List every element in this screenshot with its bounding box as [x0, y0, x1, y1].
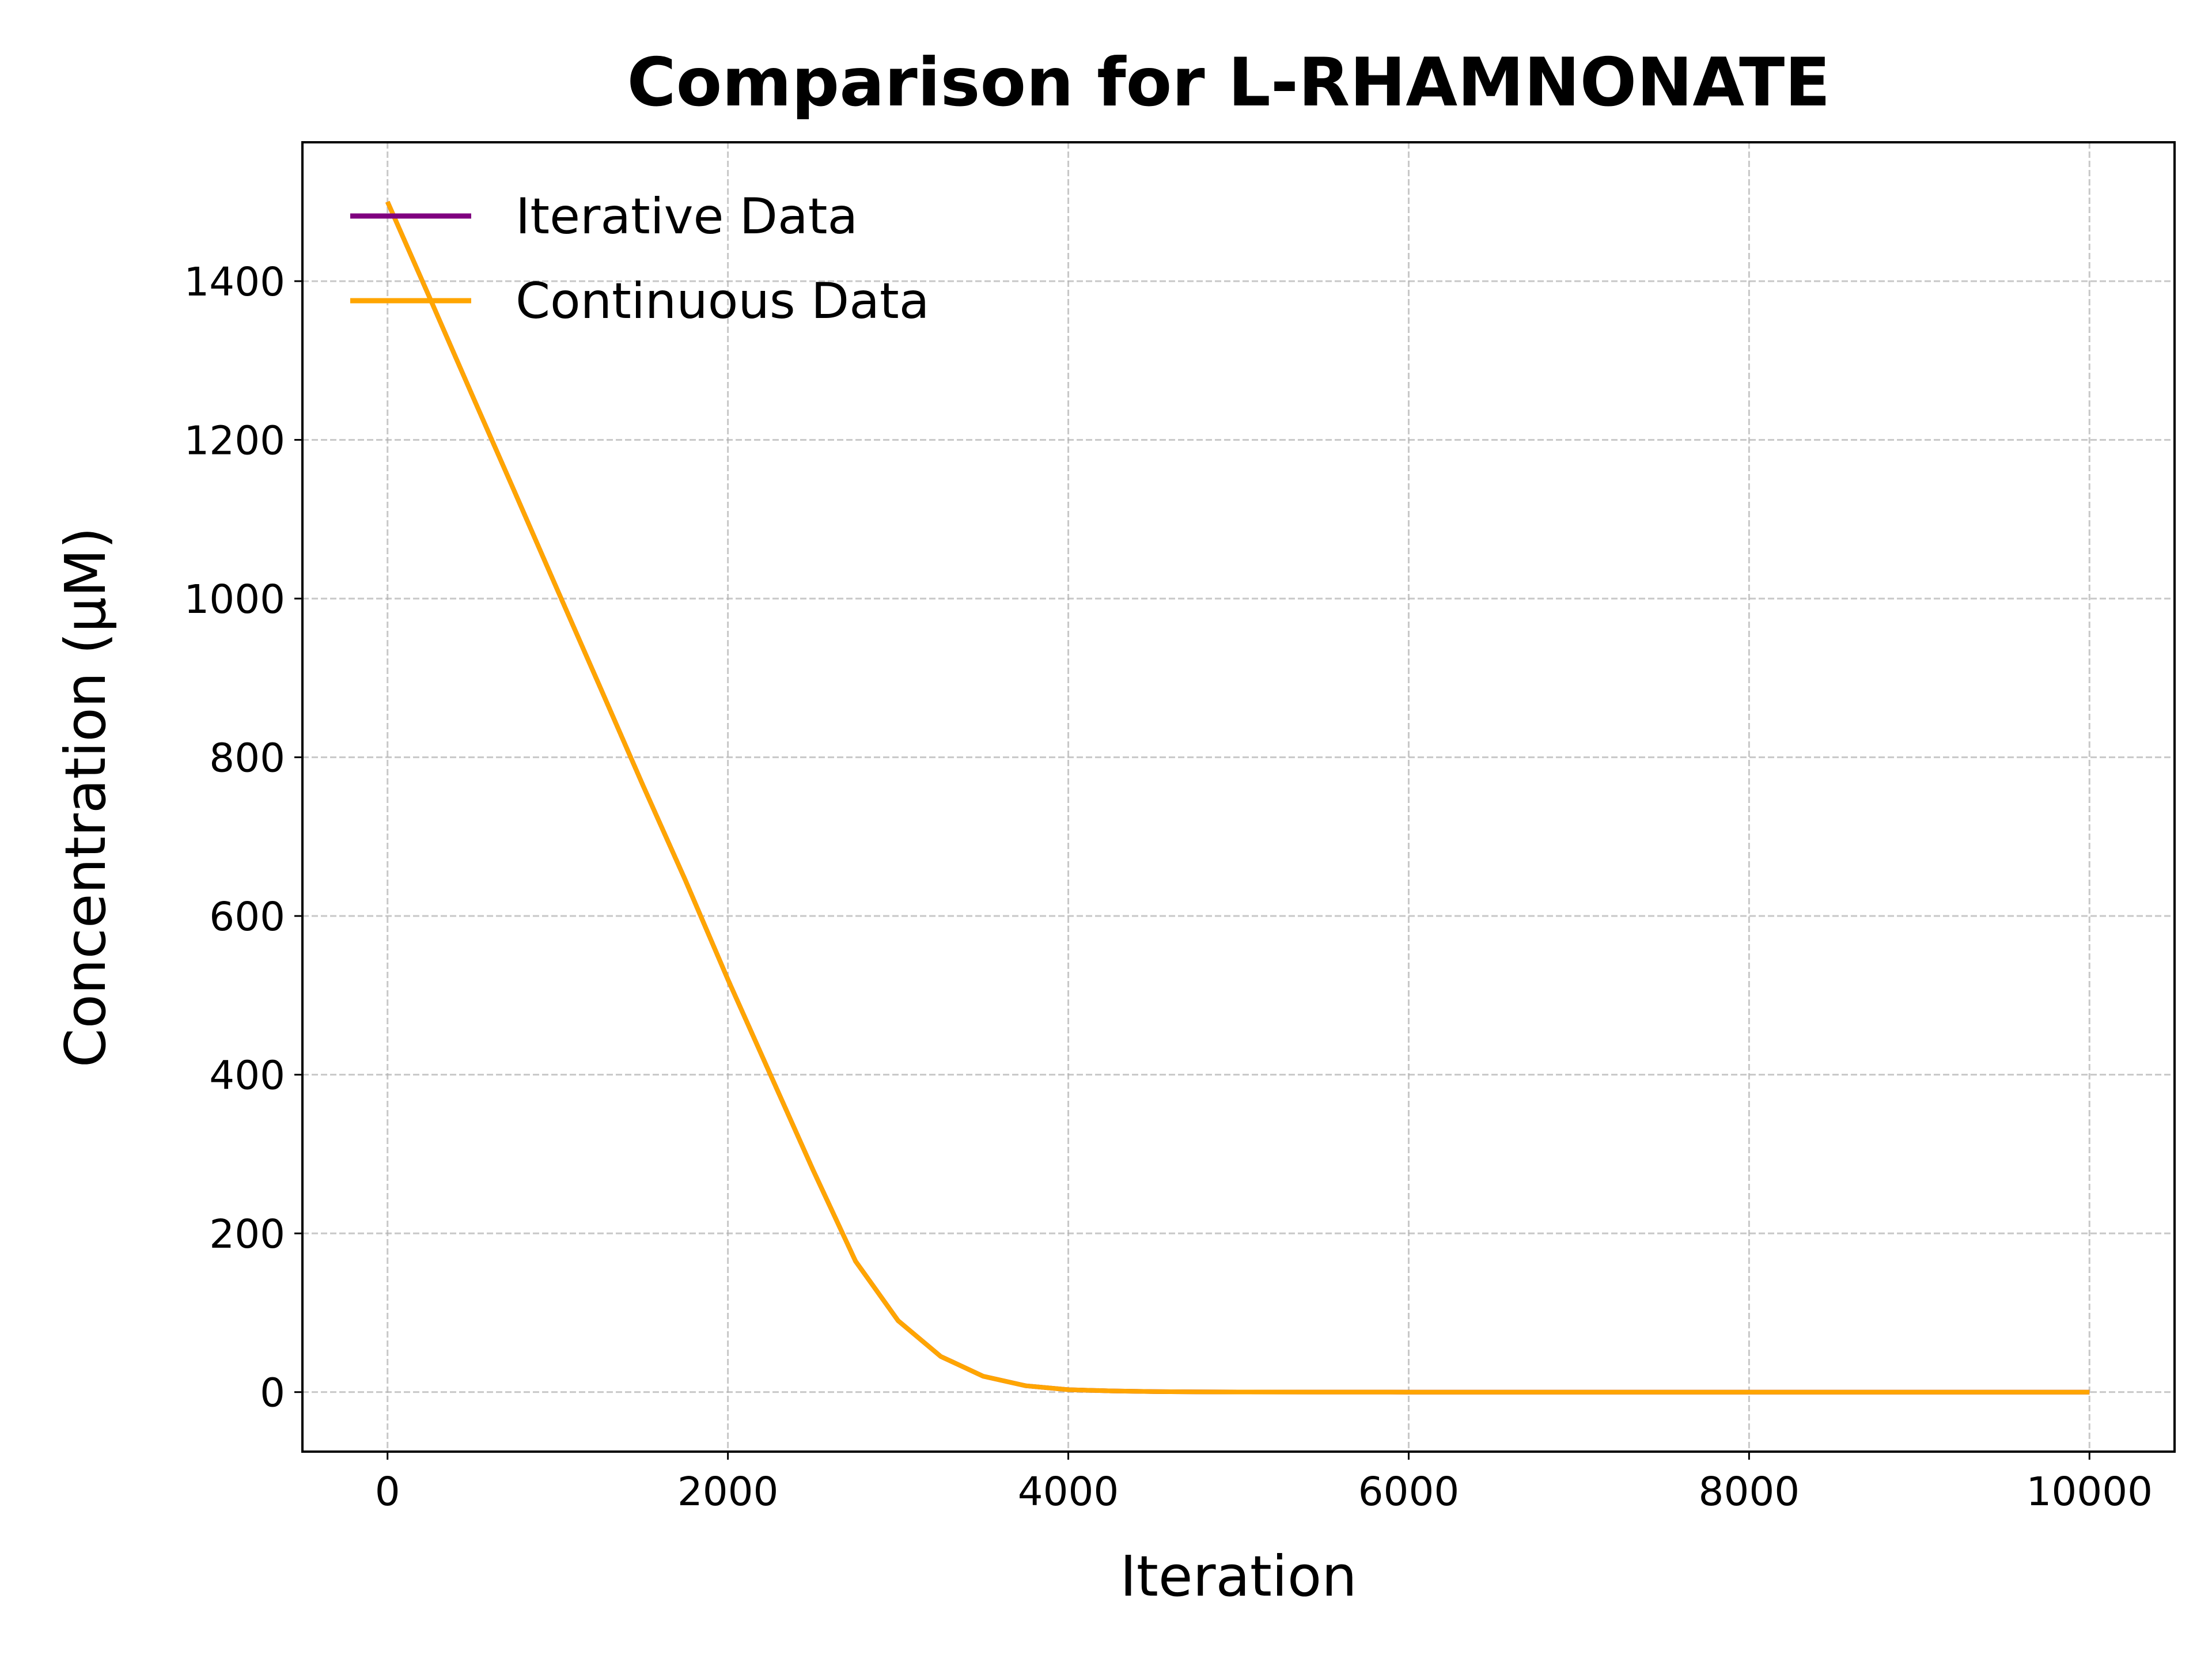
- chart-title: Comparison for L-RHAMNONATE: [627, 44, 1830, 122]
- x-tick-label: 8000: [1699, 1469, 1800, 1515]
- y-tick-label: 400: [209, 1053, 285, 1099]
- y-tick-label: 1400: [184, 259, 285, 305]
- x-tick-label: 10000: [2027, 1469, 2153, 1515]
- x-axis-label: Iteration: [1120, 1544, 1357, 1609]
- series-line-continuous-data: [385, 200, 2090, 1395]
- x-tick-label: 0: [375, 1469, 400, 1515]
- y-tick-label: 200: [209, 1211, 285, 1257]
- y-tick-label: 0: [260, 1370, 285, 1416]
- x-tick-label: 2000: [677, 1469, 779, 1515]
- plot-frame: [301, 141, 2176, 1453]
- axis-ticks: 0 2000 4000 6000 8000 10000 0 200 400 600 800 1000 1…: [184, 259, 2153, 1515]
- y-tick-label: 600: [209, 894, 285, 940]
- legend-label-iterative-data: Iterative Data: [516, 188, 858, 245]
- y-tick-label: 800: [209, 736, 285, 782]
- legend-label-continuous-data: Continuous Data: [516, 272, 929, 330]
- legend: Iterative Data Continuous Data: [350, 188, 929, 330]
- x-tick-label: 6000: [1358, 1469, 1460, 1515]
- x-tick-label: 4000: [1018, 1469, 1119, 1515]
- y-tick-label: 1200: [184, 418, 285, 464]
- y-tick-label: 1000: [184, 577, 285, 623]
- series-lines: [385, 200, 2090, 1395]
- y-axis-label: Concentration (μM): [53, 527, 118, 1067]
